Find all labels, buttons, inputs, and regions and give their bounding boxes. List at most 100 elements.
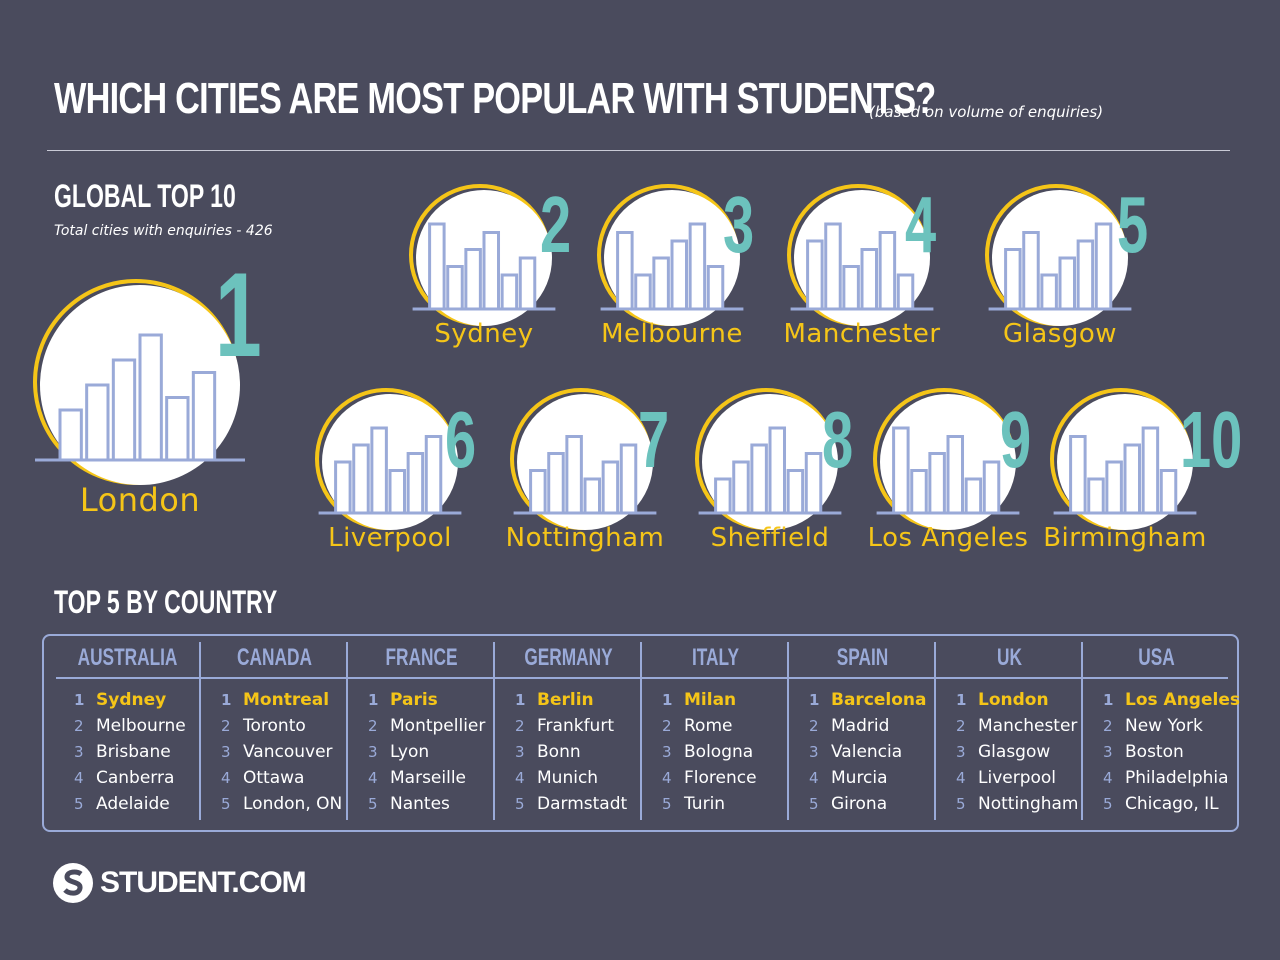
page-title: WHICH CITIES ARE MOST POPULAR WITH STUDE… (54, 74, 936, 123)
city-name: Los Angeles (867, 523, 1029, 553)
country-header: ITALY (691, 644, 740, 671)
city-name: Toronto (243, 716, 306, 736)
list-item: 2 Montpellier (368, 716, 485, 736)
country-column-spain: SPAIN 1 Barcelona 2 Madrid 3 Valencia 4 Murcia 5 G… (789, 636, 936, 822)
list-item: 1 Paris (368, 690, 438, 710)
rank-number: 1 (1103, 691, 1114, 709)
rank-number: 4 (221, 769, 231, 787)
rank-number: 10 (1180, 395, 1243, 484)
rank-number: 5 (515, 795, 525, 813)
city-name: London (79, 481, 201, 519)
rank-number: 4 (662, 769, 672, 787)
rank-number: 4 (1103, 769, 1113, 787)
city-name: Sheffield (710, 523, 830, 553)
city-name: Barcelona (831, 690, 927, 710)
rank-number: 1 (515, 691, 526, 709)
city-name: Canberra (96, 768, 175, 788)
column-divider (346, 642, 348, 820)
city-name: Manchester (978, 716, 1078, 736)
list-item: 2 Frankfurt (515, 716, 614, 736)
list-item: 5 Nottingham (956, 794, 1079, 814)
divider (47, 150, 1230, 151)
list-item: 2 Toronto (221, 716, 306, 736)
rank-number: 3 (662, 743, 672, 761)
city-name: Nantes (390, 794, 450, 814)
rank-number: 2 (1103, 717, 1113, 735)
rank-number: 3 (956, 743, 966, 761)
city-name: Manchester (783, 319, 941, 349)
country-column-germany: GERMANY 1 Berlin 2 Frankfurt 3 Bonn 4 Munich 5 Dar… (495, 636, 642, 822)
rank-number: 3 (515, 743, 525, 761)
rank-number: 4 (905, 180, 937, 269)
city-name: Chicago, IL (1125, 794, 1219, 814)
city-name: Philadelphia (1125, 768, 1229, 788)
rank-number: 4 (368, 769, 378, 787)
list-item: 5 Adelaide (74, 794, 170, 814)
logo-s-icon (53, 863, 93, 903)
list-item: 1 Sydney (74, 690, 166, 710)
rank-number: 6 (445, 395, 477, 484)
header-divider (56, 677, 1228, 679)
rank-number: 5 (1117, 180, 1149, 269)
country-header: UK (997, 644, 1022, 671)
city-name: Florence (684, 768, 757, 788)
column-divider (1081, 642, 1083, 820)
rank-number: 3 (723, 180, 755, 269)
city-name: Birmingham (1043, 523, 1207, 553)
city-name: Frankfurt (537, 716, 614, 736)
list-item: 3 Bonn (515, 742, 581, 762)
country-header: USA (1138, 644, 1175, 671)
city-name: Boston (1125, 742, 1184, 762)
list-item: 3 Boston (1103, 742, 1184, 762)
list-item: 3 Bologna (662, 742, 753, 762)
city-name: Berlin (537, 690, 594, 710)
list-item: 4 Liverpool (956, 768, 1056, 788)
city-name: Sydney (434, 319, 534, 349)
rank-number: 5 (74, 795, 84, 813)
city-name: Montpellier (390, 716, 486, 736)
rank-number: 1 (368, 691, 379, 709)
logo-text: STUDENT.COM (100, 866, 307, 899)
list-item: 3 Valencia (809, 742, 902, 762)
country-header: CANADA (237, 644, 312, 671)
rank-number: 2 (956, 717, 966, 735)
rank-number: 4 (809, 769, 819, 787)
city-name: Glasgow (1002, 319, 1118, 349)
rank-number: 1 (956, 691, 967, 709)
global-heading: GLOBAL TOP 10 (54, 178, 236, 214)
rank-number: 4 (515, 769, 525, 787)
rank-number: 3 (74, 743, 84, 761)
city-name: Liverpool (978, 768, 1057, 788)
city-name: Melbourne (96, 716, 186, 736)
city-name: Glasgow (978, 742, 1051, 762)
city-name: Ottawa (243, 768, 305, 788)
city-name: Los Angeles (1125, 690, 1240, 710)
column-divider (934, 642, 936, 820)
rank-number: 5 (956, 795, 966, 813)
list-item: 1 Barcelona (809, 690, 927, 710)
city-name: Marseille (390, 768, 467, 788)
rank-number: 5 (1103, 795, 1113, 813)
rank-number: 5 (221, 795, 231, 813)
list-item: 4 Canberra (74, 768, 174, 788)
list-item: 3 Lyon (368, 742, 429, 762)
list-item: 3 Brisbane (74, 742, 171, 762)
student-com-logo: STUDENT.COM (52, 862, 307, 904)
list-item: 5 London, ON (221, 794, 342, 814)
rank-number: 9 (1000, 395, 1032, 484)
city-name: London (978, 690, 1049, 710)
list-item: 2 New York (1103, 716, 1203, 736)
list-item: 3 Glasgow (956, 742, 1050, 762)
city-name: New York (1125, 716, 1203, 736)
page-subtitle: (based on volume of enquiries) (869, 103, 1104, 121)
city-name: Paris (390, 690, 438, 710)
list-item: 4 Florence (662, 768, 757, 788)
list-item: 2 Rome (662, 716, 732, 736)
list-item: 5 Chicago, IL (1103, 794, 1219, 814)
rank-number: 2 (809, 717, 819, 735)
rank-number: 8 (822, 395, 854, 484)
